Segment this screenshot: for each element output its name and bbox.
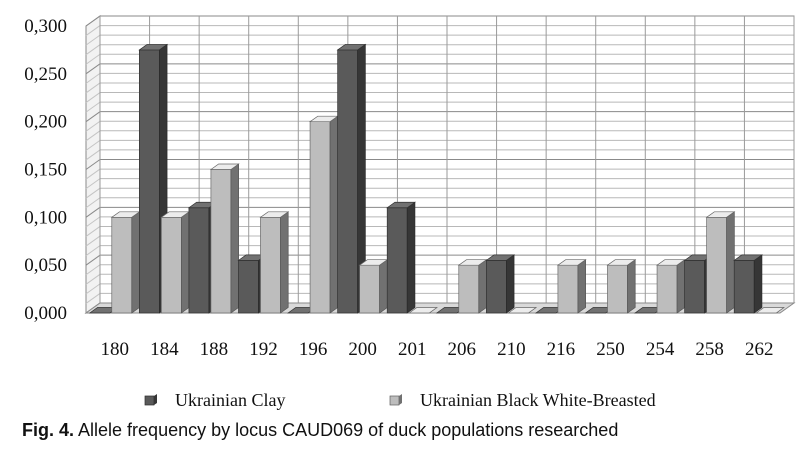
bar-262-series-1 xyxy=(733,254,764,314)
y-tick-label: 0,000 xyxy=(24,303,67,324)
bar-206-series-2 xyxy=(457,258,488,314)
x-tick-label: 216 xyxy=(547,339,576,360)
bar-210-series-1 xyxy=(485,254,516,314)
figure-caption: Fig. 4. Allele frequency by locus CAUD06… xyxy=(22,420,618,441)
y-tick-label: 0,250 xyxy=(24,64,67,85)
bar-192-series-2 xyxy=(259,211,290,314)
bar-262-series-2 xyxy=(755,307,786,314)
caption-text: Allele frequency by locus CAUD069 of duc… xyxy=(74,420,619,440)
bar-188-series-2 xyxy=(209,163,240,314)
legend-swatch xyxy=(144,395,155,406)
x-tick-label: 192 xyxy=(249,339,278,360)
bar-254-series-2 xyxy=(655,258,686,314)
x-tick-label: 210 xyxy=(497,339,526,360)
y-axis-ticks: 0,000 0,050 0,100 0,150 0,200 0,250 0,300 xyxy=(24,16,67,324)
x-axis-ticks: 180 184 188 192 196 200 201 206 210 216 250 254 258 2… xyxy=(101,339,774,360)
bar-201-series-2 xyxy=(408,307,439,314)
x-tick-label: 250 xyxy=(596,339,625,360)
bar-201-series-1 xyxy=(386,201,417,314)
y-tick-label: 0,050 xyxy=(24,255,67,276)
y-tick-label: 0,300 xyxy=(24,16,67,37)
legend-swatch xyxy=(389,395,400,406)
y-tick-label: 0,100 xyxy=(24,207,67,228)
x-tick-label: 184 xyxy=(150,339,179,360)
y-tick-label: 0,200 xyxy=(24,112,67,133)
x-tick-label: 258 xyxy=(695,339,724,360)
x-tick-label: 201 xyxy=(398,339,427,360)
bar-258-series-2 xyxy=(705,211,736,314)
bars xyxy=(88,43,786,314)
legend-item-2: Ukrainian Black White-Breasted xyxy=(389,390,656,410)
x-tick-label: 180 xyxy=(101,339,130,360)
caption-label: Fig. 4. xyxy=(22,420,75,440)
y-tick-label: 0,150 xyxy=(24,160,67,181)
legend-item-1: Ukrainian Clay xyxy=(144,390,285,410)
x-tick-label: 196 xyxy=(299,339,328,360)
bar-196-series-2 xyxy=(308,115,339,314)
x-tick-label: 206 xyxy=(448,339,477,360)
bar-210-series-2 xyxy=(507,307,538,314)
x-tick-label: 254 xyxy=(646,339,675,360)
bar-216-series-2 xyxy=(556,258,587,314)
bar-180-series-2 xyxy=(110,211,141,314)
bar-184-series-2 xyxy=(160,211,191,314)
legend-label: Ukrainian Black White-Breasted xyxy=(420,390,656,410)
bar-200-series-1 xyxy=(336,43,367,314)
bar-200-series-2 xyxy=(358,258,389,314)
x-tick-label: 262 xyxy=(745,339,774,360)
bar-250-series-2 xyxy=(606,258,637,314)
legend-label: Ukrainian Clay xyxy=(175,390,285,410)
x-tick-label: 188 xyxy=(200,339,229,360)
x-tick-label: 200 xyxy=(348,339,377,360)
legend: Ukrainian Clay Ukrainian Black White-Brea… xyxy=(144,390,656,410)
